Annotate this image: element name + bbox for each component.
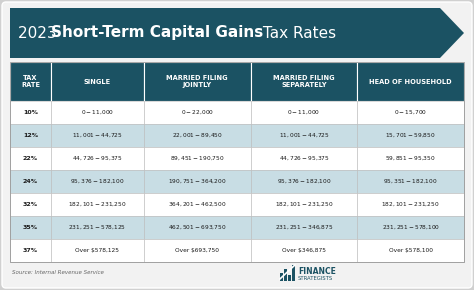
Bar [10,101,51,124]
Bar [251,62,357,101]
Text: $95,376  -  $182,100: $95,376 - $182,100 [70,178,125,185]
Bar [10,62,464,262]
Text: $11,001  -  $44,725: $11,001 - $44,725 [279,132,329,139]
Text: $182,101  -  $231,250: $182,101 - $231,250 [275,201,333,208]
Text: STRATEGISTS: STRATEGISTS [298,276,333,280]
Bar [251,101,357,124]
Text: 37%: 37% [23,248,38,253]
Bar [357,62,464,101]
Bar [357,101,464,124]
Text: SINGLE: SINGLE [84,79,111,84]
Text: 35%: 35% [23,225,38,230]
Bar [144,216,251,239]
Text: $462,501  -  $693,750: $462,501 - $693,750 [168,224,227,231]
Text: $0  -  $15,700: $0 - $15,700 [394,109,427,116]
Text: Tax Rates: Tax Rates [258,26,336,41]
Bar [292,265,295,281]
Bar [51,193,144,216]
Bar [51,147,144,170]
Bar [357,216,464,239]
Text: $190,751  -  $364,200: $190,751 - $364,200 [168,178,227,185]
Polygon shape [10,8,464,58]
Bar [51,124,144,147]
Bar [251,216,357,239]
Text: HEAD OF HOUSEHOLD: HEAD OF HOUSEHOLD [369,79,452,84]
FancyBboxPatch shape [2,2,472,288]
Bar [144,147,251,170]
Bar [284,269,287,281]
Text: Over $693,750: Over $693,750 [175,248,219,253]
Text: FINANCE: FINANCE [298,267,336,275]
Bar [10,124,51,147]
Text: 24%: 24% [23,179,38,184]
Text: 2023: 2023 [18,26,62,41]
Text: 22%: 22% [23,156,38,161]
Bar [357,124,464,147]
Bar [251,193,357,216]
Text: TAX
RATE: TAX RATE [21,75,40,88]
Bar [10,62,51,101]
Bar [251,147,357,170]
Text: 12%: 12% [23,133,38,138]
Text: $231,251  -  $578,125: $231,251 - $578,125 [68,224,127,231]
Bar [251,239,357,262]
Text: $22,001  -  $89,450: $22,001 - $89,450 [172,132,223,139]
Bar [10,170,51,193]
Bar [144,170,251,193]
Bar [288,275,291,281]
Bar [144,193,251,216]
Text: $89,451  -  $190,750: $89,451 - $190,750 [170,155,225,162]
Bar [51,101,144,124]
Text: 10%: 10% [23,110,38,115]
Text: $0  -  $11,000: $0 - $11,000 [287,109,320,116]
Bar [51,170,144,193]
Text: $44,726  -  $95,375: $44,726 - $95,375 [279,155,329,162]
Bar [251,170,357,193]
Text: $0  -  $22,000: $0 - $22,000 [181,109,214,116]
Bar [51,62,144,101]
Text: 32%: 32% [23,202,38,207]
Bar [10,193,51,216]
Bar [144,101,251,124]
Bar [10,239,51,262]
Text: $95,376  -  $182,100: $95,376 - $182,100 [276,178,331,185]
Text: $11,001  -  $44,725: $11,001 - $44,725 [72,132,123,139]
Bar [357,147,464,170]
Bar [357,170,464,193]
Bar [251,124,357,147]
Bar [10,216,51,239]
Text: $182,101  -  $231,250: $182,101 - $231,250 [68,201,127,208]
Bar [144,62,251,101]
Text: Short-Term Capital Gains: Short-Term Capital Gains [51,26,263,41]
Bar [51,239,144,262]
Bar [10,147,51,170]
Bar [357,239,464,262]
Text: $59,851  -  $95,350: $59,851 - $95,350 [385,155,436,162]
Text: $182,101  -  $231,250: $182,101 - $231,250 [382,201,440,208]
Bar [51,216,144,239]
Bar [280,273,283,281]
Text: MARRIED FILING
SEPARATELY: MARRIED FILING SEPARATELY [273,75,335,88]
Bar [144,239,251,262]
Text: $231,251  -  $578,100: $231,251 - $578,100 [382,224,440,231]
Text: $95,351  -  $182,100: $95,351 - $182,100 [383,178,438,185]
Bar [357,193,464,216]
Text: $364,201  -  $462,500: $364,201 - $462,500 [168,201,227,208]
Text: Over $578,125: Over $578,125 [75,248,119,253]
Bar [144,124,251,147]
Text: Over $578,100: Over $578,100 [389,248,433,253]
Text: $0  -  $11,000: $0 - $11,000 [81,109,114,116]
Text: Over $346,875: Over $346,875 [282,248,326,253]
Text: $15,701  -  $59,850: $15,701 - $59,850 [385,132,436,139]
Text: $231,251  -  $346,875: $231,251 - $346,875 [275,224,333,231]
Text: $44,726  -  $95,375: $44,726 - $95,375 [72,155,123,162]
Text: MARRIED FILING
JOINTLY: MARRIED FILING JOINTLY [166,75,228,88]
Text: Source: Internal Revenue Service: Source: Internal Revenue Service [12,269,104,275]
